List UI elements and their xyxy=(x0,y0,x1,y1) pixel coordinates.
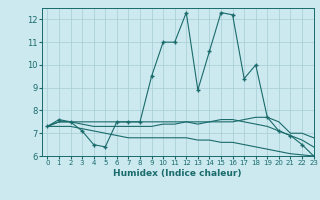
X-axis label: Humidex (Indice chaleur): Humidex (Indice chaleur) xyxy=(113,169,242,178)
